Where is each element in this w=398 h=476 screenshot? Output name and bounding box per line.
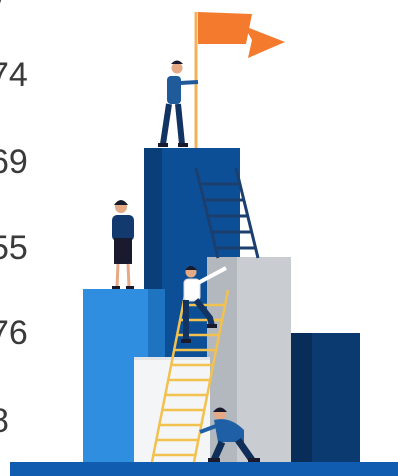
person-icon [158, 60, 199, 147]
axis-number-4: 55 [0, 229, 28, 267]
axis-number-5: 76 [0, 314, 28, 352]
ground-bar [10, 462, 398, 476]
axis-number-1: 7 [0, 0, 60, 16]
dark-column-shade [290, 333, 312, 462]
person-icon [181, 266, 227, 343]
person-icon [112, 200, 134, 289]
flag-icon [198, 12, 285, 58]
ladder-icon [194, 167, 260, 259]
ladder-icon [150, 289, 230, 463]
axis-number-3: 69 [0, 143, 28, 181]
person-icon [199, 407, 260, 463]
axis-number-6: 8 [0, 404, 60, 438]
axis-number-2: 74 [0, 56, 28, 94]
